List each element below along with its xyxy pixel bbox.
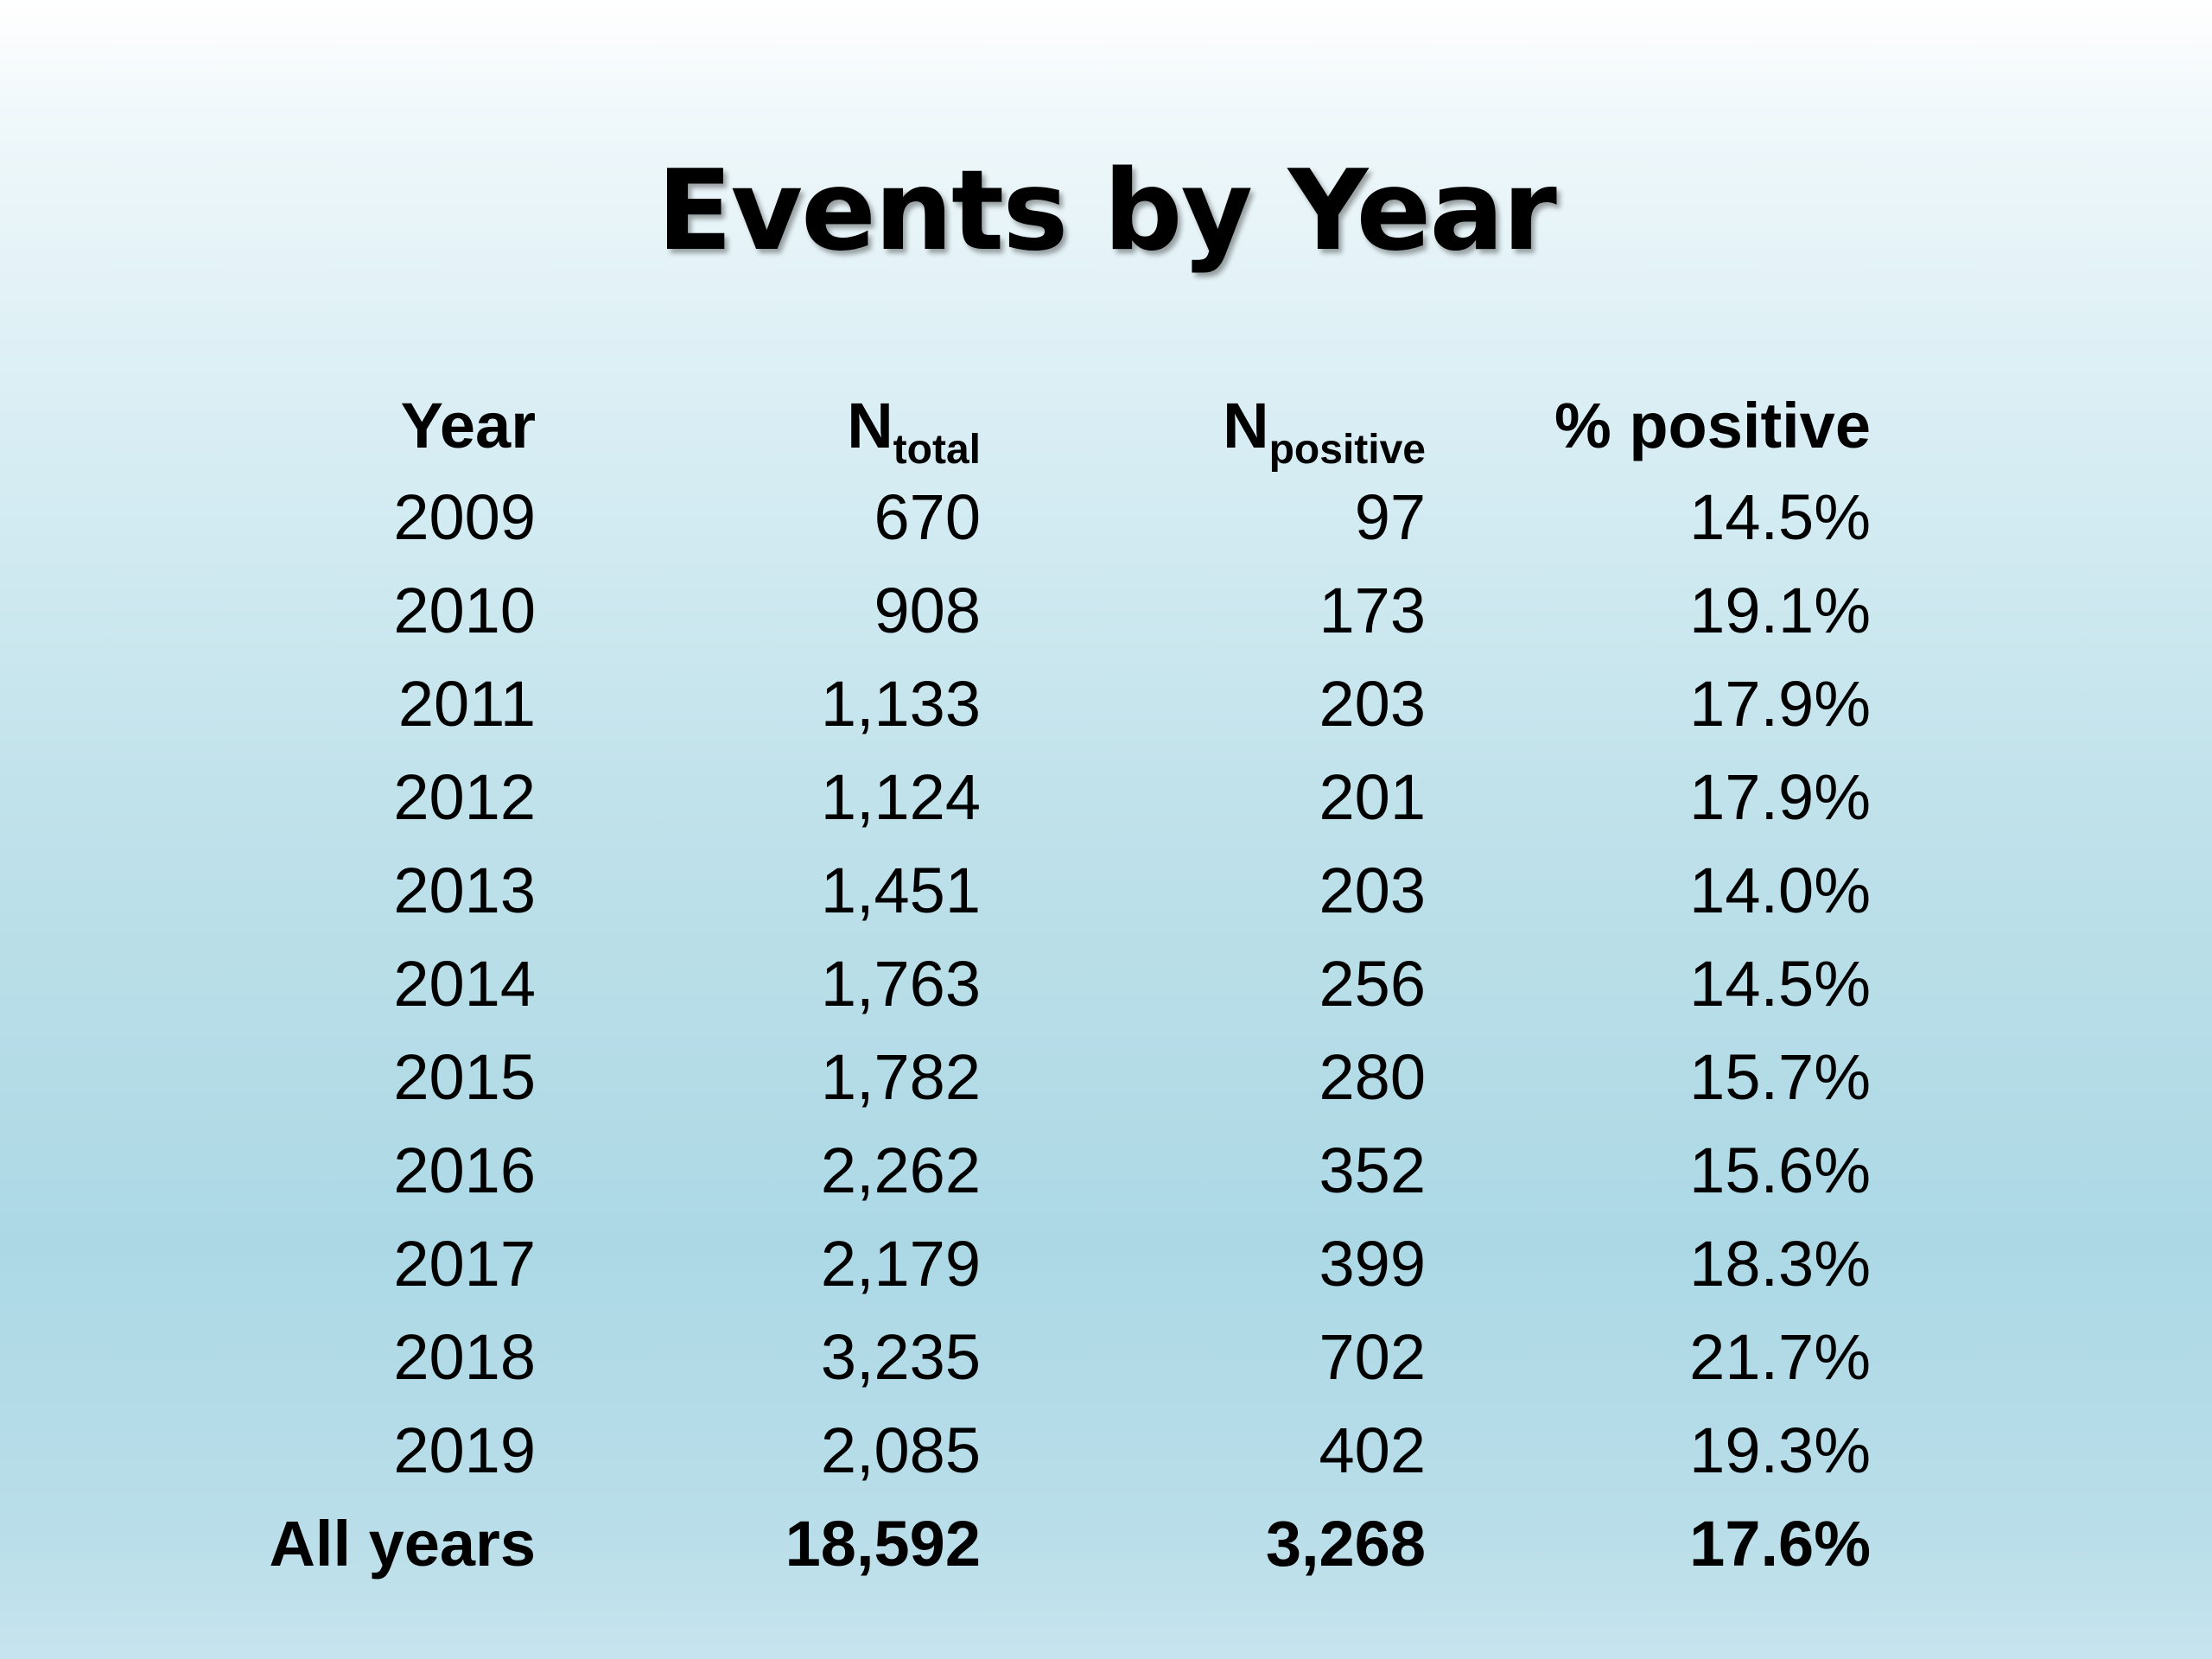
header-pct-positive: % positive	[1554, 389, 1871, 461]
header-row: Year Ntotal Npositive % positive	[207, 380, 1871, 473]
header-n-total-sub: total	[893, 426, 981, 473]
cell-pct-positive: 19.1%	[1689, 574, 1871, 646]
cell-n-positive: 173	[1319, 574, 1426, 646]
table-row: 2009 670 97 14.5%	[207, 470, 1871, 563]
events-table: Year Ntotal Npositive % positive 2009 67…	[207, 380, 1871, 1590]
cell-n-total: 2,262	[820, 1134, 981, 1206]
cell-n-positive: 201	[1319, 760, 1426, 833]
cell-year: 2010	[393, 574, 536, 646]
table-row: 2017 2,179 399 18.3%	[207, 1217, 1871, 1310]
header-n-total: Ntotal	[536, 380, 981, 473]
cell-pct-positive: 19.3%	[1689, 1414, 1871, 1486]
table-row: 2011 1,133 203 17.9%	[207, 657, 1871, 750]
cell-n-positive: 280	[1319, 1040, 1426, 1113]
cell-pct-positive: 14.0%	[1689, 854, 1871, 926]
table-row: 2014 1,763 256 14.5%	[207, 937, 1871, 1030]
cell-n-positive: 203	[1319, 854, 1426, 926]
cell-pct-positive: 21.7%	[1689, 1320, 1871, 1393]
cell-pct-positive: 18.3%	[1689, 1227, 1871, 1300]
table-row: 2012 1,124 201 17.9%	[207, 750, 1871, 843]
cell-n-total: 2,179	[820, 1227, 981, 1300]
cell-n-total: 1,763	[820, 947, 981, 1020]
table-row: 2015 1,782 280 15.7%	[207, 1030, 1871, 1123]
table-row: 2010 908 173 19.1%	[207, 563, 1871, 657]
cell-year: 2016	[393, 1134, 536, 1206]
cell-year: 2015	[393, 1040, 536, 1113]
cell-n-total: 1,782	[820, 1040, 981, 1113]
cell-n-positive: 256	[1319, 947, 1426, 1020]
cell-pct-positive: 17.9%	[1689, 760, 1871, 833]
cell-n-total: 670	[874, 480, 981, 553]
cell-year: 2011	[397, 667, 536, 740]
cell-n-total: 908	[874, 574, 981, 646]
header-n-positive-sub: positive	[1268, 426, 1426, 473]
cell-n-positive: 203	[1319, 667, 1426, 740]
cell-year: 2009	[393, 480, 536, 553]
cell-n-total: 1,124	[820, 760, 981, 833]
cell-year: 2018	[393, 1320, 536, 1393]
table-row: 2013 1,451 203 14.0%	[207, 843, 1871, 937]
cell-n-positive: 702	[1319, 1320, 1426, 1393]
header-year: Year	[400, 389, 536, 461]
total-n-total: 18,592	[785, 1507, 981, 1580]
cell-n-total: 1,451	[820, 854, 981, 926]
cell-year: 2012	[393, 760, 536, 833]
cell-pct-positive: 14.5%	[1689, 947, 1871, 1020]
cell-n-total: 3,235	[820, 1320, 981, 1393]
cell-pct-positive: 17.9%	[1689, 667, 1871, 740]
table-row: 2018 3,235 702 21.7%	[207, 1310, 1871, 1403]
table-row: 2019 2,085 402 19.3%	[207, 1403, 1871, 1497]
cell-n-total: 2,085	[820, 1414, 981, 1486]
total-n-positive: 3,268	[1265, 1507, 1426, 1580]
cell-n-positive: 399	[1319, 1227, 1426, 1300]
cell-pct-positive: 15.7%	[1689, 1040, 1871, 1113]
cell-n-total: 1,133	[820, 667, 981, 740]
table-row: 2016 2,262 352 15.6%	[207, 1123, 1871, 1217]
cell-year: 2019	[393, 1414, 536, 1486]
cell-year: 2013	[393, 854, 536, 926]
cell-n-positive: 352	[1319, 1134, 1426, 1206]
cell-pct-positive: 15.6%	[1689, 1134, 1871, 1206]
cell-pct-positive: 14.5%	[1689, 480, 1871, 553]
cell-n-positive: 402	[1319, 1414, 1426, 1486]
total-year: All years	[269, 1507, 536, 1580]
total-row: All years 18,592 3,268 17.6%	[207, 1497, 1871, 1590]
header-n-positive: Npositive	[981, 380, 1426, 473]
cell-year: 2017	[393, 1227, 536, 1300]
cell-n-positive: 97	[1354, 480, 1426, 553]
header-n-total-main: N	[847, 389, 893, 461]
slide-title: Events by Year	[657, 147, 1557, 276]
total-pct-positive: 17.6%	[1689, 1507, 1871, 1580]
header-n-positive-main: N	[1223, 389, 1269, 461]
cell-year: 2014	[393, 947, 536, 1020]
